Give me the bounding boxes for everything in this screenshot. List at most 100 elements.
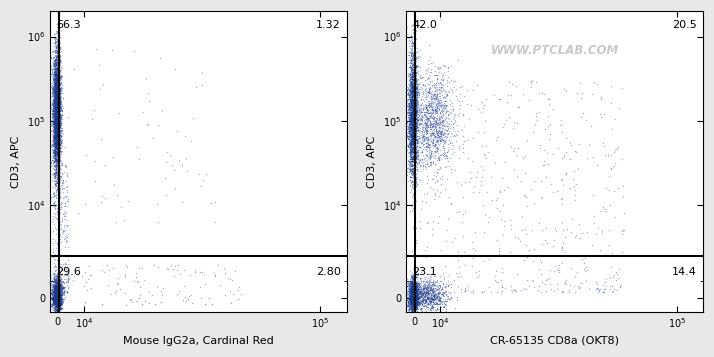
Point	[408, 129, 420, 135]
Point	[142, 122, 154, 128]
Point	[408, 72, 420, 78]
Point	[48, 65, 59, 70]
Point	[410, 283, 421, 289]
Point	[50, 288, 61, 293]
Point	[408, 115, 420, 120]
Point	[438, 300, 450, 306]
Point	[51, 296, 63, 301]
Point	[53, 303, 64, 309]
Point	[54, 130, 65, 136]
Point	[54, 129, 65, 135]
Point	[56, 282, 67, 288]
Point	[407, 105, 418, 111]
Point	[50, 74, 61, 80]
Point	[53, 69, 64, 75]
Point	[408, 125, 420, 131]
Point	[52, 195, 64, 201]
Point	[411, 288, 423, 294]
Point	[49, 201, 60, 206]
Point	[410, 188, 421, 193]
Point	[50, 298, 61, 303]
Point	[426, 295, 437, 300]
Point	[406, 89, 417, 94]
Point	[434, 116, 446, 121]
Point	[608, 188, 619, 194]
Point	[421, 122, 433, 128]
Point	[47, 69, 59, 74]
Point	[51, 98, 63, 104]
Point	[416, 117, 427, 123]
Point	[403, 295, 415, 301]
Point	[53, 98, 64, 104]
Point	[445, 131, 456, 136]
Point	[52, 287, 64, 293]
Point	[49, 134, 61, 140]
Point	[410, 115, 421, 121]
Point	[51, 106, 63, 112]
Point	[52, 302, 64, 307]
Point	[406, 287, 418, 293]
Point	[408, 300, 419, 305]
Point	[48, 97, 59, 103]
Point	[441, 135, 452, 140]
Point	[567, 176, 578, 181]
Point	[431, 129, 442, 134]
Point	[409, 284, 421, 290]
Point	[49, 102, 61, 107]
Point	[560, 171, 572, 177]
Point	[408, 139, 419, 145]
Point	[52, 156, 64, 162]
Point	[49, 139, 61, 145]
Point	[52, 75, 64, 80]
Point	[406, 128, 418, 134]
Point	[51, 106, 63, 112]
Point	[411, 284, 422, 290]
Point	[47, 114, 59, 120]
Point	[48, 121, 59, 127]
Point	[50, 163, 61, 169]
Point	[414, 72, 426, 77]
Point	[409, 300, 421, 306]
Point	[50, 107, 61, 113]
Point	[406, 131, 418, 137]
Point	[50, 291, 61, 297]
Point	[51, 39, 62, 44]
Point	[409, 285, 421, 291]
Point	[406, 104, 417, 109]
Point	[51, 144, 63, 150]
Point	[420, 306, 431, 312]
Point	[424, 299, 436, 305]
Point	[53, 62, 64, 67]
Point	[408, 119, 420, 125]
Point	[438, 131, 450, 137]
Point	[430, 141, 441, 146]
Point	[401, 168, 413, 174]
Point	[408, 135, 420, 141]
Point	[50, 298, 61, 304]
Point	[59, 208, 70, 214]
Point	[50, 115, 61, 121]
Point	[407, 97, 418, 103]
Point	[49, 141, 61, 147]
Point	[406, 292, 417, 298]
Point	[406, 55, 417, 61]
Point	[49, 77, 61, 83]
Point	[406, 111, 417, 116]
Point	[407, 307, 418, 312]
Point	[406, 109, 417, 115]
Point	[53, 288, 64, 293]
Point	[407, 182, 418, 188]
Point	[51, 151, 63, 157]
Point	[408, 97, 420, 103]
Point	[408, 75, 419, 81]
Point	[51, 119, 63, 124]
Point	[493, 248, 505, 253]
Point	[406, 127, 417, 132]
Point	[453, 270, 465, 276]
Point	[49, 238, 60, 244]
Point	[48, 150, 59, 155]
Point	[408, 288, 420, 294]
Point	[51, 140, 63, 146]
Point	[49, 105, 61, 110]
Point	[51, 99, 62, 105]
